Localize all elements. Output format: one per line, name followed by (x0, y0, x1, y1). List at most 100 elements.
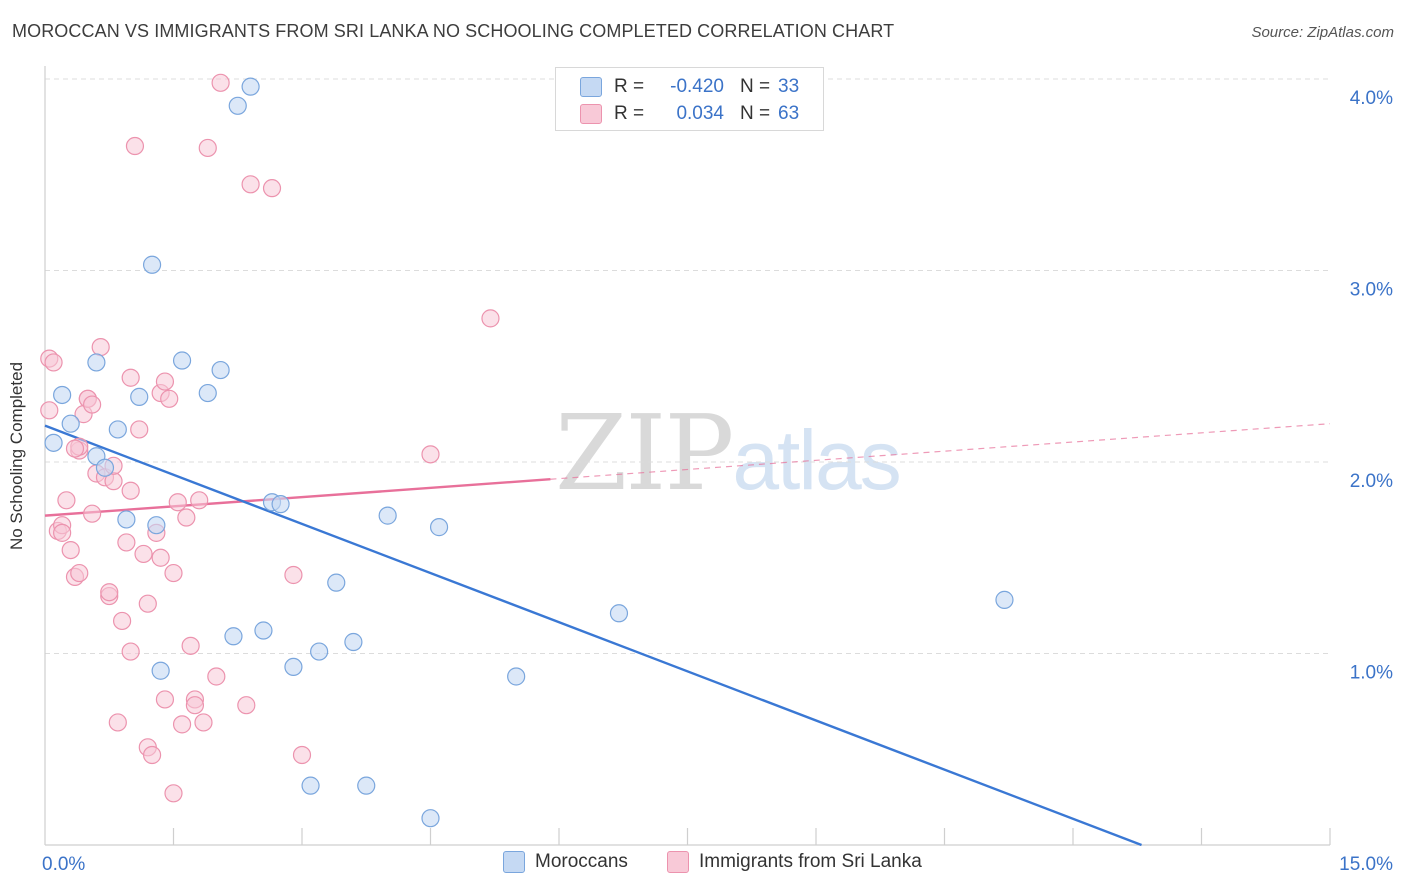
y-tick-labels: 1.0% 2.0% 3.0% 4.0% (1350, 88, 1393, 684)
point-moroccans-20 (271, 495, 290, 514)
point-sri-lanka-62 (83, 395, 102, 414)
point-moroccans-25 (344, 632, 363, 652)
y-axis-label: No Schooling Completed (7, 361, 26, 551)
point-sri-lanka-31 (134, 544, 153, 564)
point-sri-lanka-61 (65, 439, 85, 458)
legend-swatch-moroccans (503, 851, 525, 873)
point-sri-lanka-53 (211, 73, 230, 92)
x-ticks (172, 828, 1331, 845)
point-sri-lanka-39 (155, 372, 175, 391)
legend-item-moroccans: Moroccans (503, 851, 628, 873)
point-sri-lanka-60 (481, 309, 500, 328)
x-tick-labels: 0.0% 15.0% (42, 854, 1393, 875)
trend-line-moroccans (44, 424, 1142, 847)
point-moroccans-23 (310, 642, 329, 661)
point-sri-lanka-28 (121, 368, 140, 387)
point-sri-lanka-32 (138, 594, 157, 613)
trend-line-sri-lanka (44, 478, 551, 517)
watermark: ZIPatlas (555, 392, 902, 514)
point-moroccans-0 (44, 433, 63, 452)
point-moroccans-18 (254, 621, 273, 640)
point-moroccans-5 (95, 458, 115, 477)
point-sri-lanka-27 (121, 642, 140, 661)
point-moroccans-24 (327, 573, 346, 592)
r-value-moroccans: -0.420 (670, 76, 724, 97)
axes (44, 66, 1330, 846)
source-label: Source: ZipAtlas.com (1251, 24, 1394, 41)
r-label: R = (614, 103, 645, 124)
point-sri-lanka-29 (125, 136, 145, 156)
chart-title: MOROCCAN VS IMMIGRANTS FROM SRI LANKA NO… (12, 21, 895, 41)
y-tick-label-0: 1.0% (1350, 663, 1393, 684)
point-moroccans-7 (108, 420, 127, 439)
points-immigrants-sri-lanka (40, 73, 500, 803)
point-sri-lanka-20 (100, 583, 119, 602)
point-sri-lanka-52 (207, 667, 226, 686)
x-tick-label-max: 15.0% (1339, 854, 1393, 875)
point-sri-lanka-26 (121, 481, 140, 500)
n-value-moroccans: 33 (778, 76, 800, 97)
gridlines (45, 78, 1330, 654)
point-sri-lanka-9 (70, 563, 89, 583)
point-moroccans-1 (53, 385, 72, 405)
point-sri-lanka-44 (172, 715, 192, 734)
point-sri-lanka-25 (117, 533, 136, 552)
legend-item-sri-lanka: Immigrants from Sri Lanka (667, 851, 922, 873)
series-legend: Moroccans Immigrants from Sri Lanka (0, 851, 1406, 877)
point-sri-lanka-38 (155, 690, 175, 709)
n-value-sri-lanka: 63 (778, 103, 800, 124)
point-moroccans-17 (241, 77, 260, 96)
r-value-sri-lanka: 0.034 (676, 103, 724, 124)
legend-row-moroccans: R = -0.420 N = 33 (580, 74, 799, 100)
point-sri-lanka-51 (198, 138, 217, 158)
point-sri-lanka-30 (130, 420, 149, 439)
correlation-legend: R = -0.420 N = 33 R = 0.034 N = 63 (555, 67, 824, 131)
point-moroccans-2 (61, 414, 80, 433)
point-sri-lanka-58 (292, 745, 312, 765)
trend-line-sri-lanka-extension (550, 423, 1331, 480)
point-moroccans-14 (211, 360, 230, 380)
point-sri-lanka-36 (151, 548, 170, 567)
x-tick-label-min: 0.0% (42, 854, 85, 875)
point-sri-lanka-48 (185, 696, 205, 715)
point-moroccans-8 (130, 387, 149, 406)
point-sri-lanka-34 (142, 745, 162, 765)
point-moroccans-3 (87, 353, 106, 372)
point-sri-lanka-24 (112, 611, 132, 631)
point-sri-lanka-54 (237, 696, 256, 715)
point-moroccans-16 (228, 96, 247, 115)
y-tick-label-1: 2.0% (1350, 471, 1393, 492)
legend-swatch-sri-lanka (667, 851, 689, 873)
n-label: N = (740, 76, 771, 97)
point-sri-lanka-42 (164, 784, 183, 803)
point-moroccans-28 (421, 809, 440, 828)
point-moroccans-31 (609, 604, 629, 623)
point-moroccans-30 (507, 667, 526, 686)
point-moroccans-22 (301, 776, 320, 795)
point-sri-lanka-43 (168, 493, 187, 512)
point-sri-lanka-57 (284, 565, 303, 585)
point-moroccans-11 (151, 661, 170, 680)
points-moroccans (44, 77, 1014, 828)
legend-swatch-sri-lanka (580, 104, 602, 124)
point-moroccans-10 (147, 516, 166, 535)
legend-row-sri-lanka: R = 0.034 N = 63 (580, 101, 799, 127)
point-moroccans-27 (378, 506, 397, 525)
point-sri-lanka-6 (57, 491, 76, 510)
r-label: R = (614, 76, 645, 97)
point-sri-lanka-55 (241, 175, 260, 194)
point-sri-lanka-0 (40, 401, 59, 420)
point-moroccans-15 (224, 627, 243, 646)
point-moroccans-32 (995, 590, 1014, 609)
trend-lines (44, 423, 1331, 847)
legend-swatch-moroccans (580, 77, 602, 97)
y-tick-label-2: 3.0% (1350, 280, 1393, 301)
point-moroccans-9 (142, 255, 162, 274)
point-sri-lanka-2 (44, 353, 63, 372)
legend-label-moroccans: Moroccans (535, 851, 628, 872)
point-sri-lanka-56 (262, 179, 282, 198)
point-moroccans-12 (172, 351, 192, 370)
point-moroccans-21 (284, 657, 303, 677)
legend-label-sri-lanka: Immigrants from Sri Lanka (699, 851, 922, 872)
